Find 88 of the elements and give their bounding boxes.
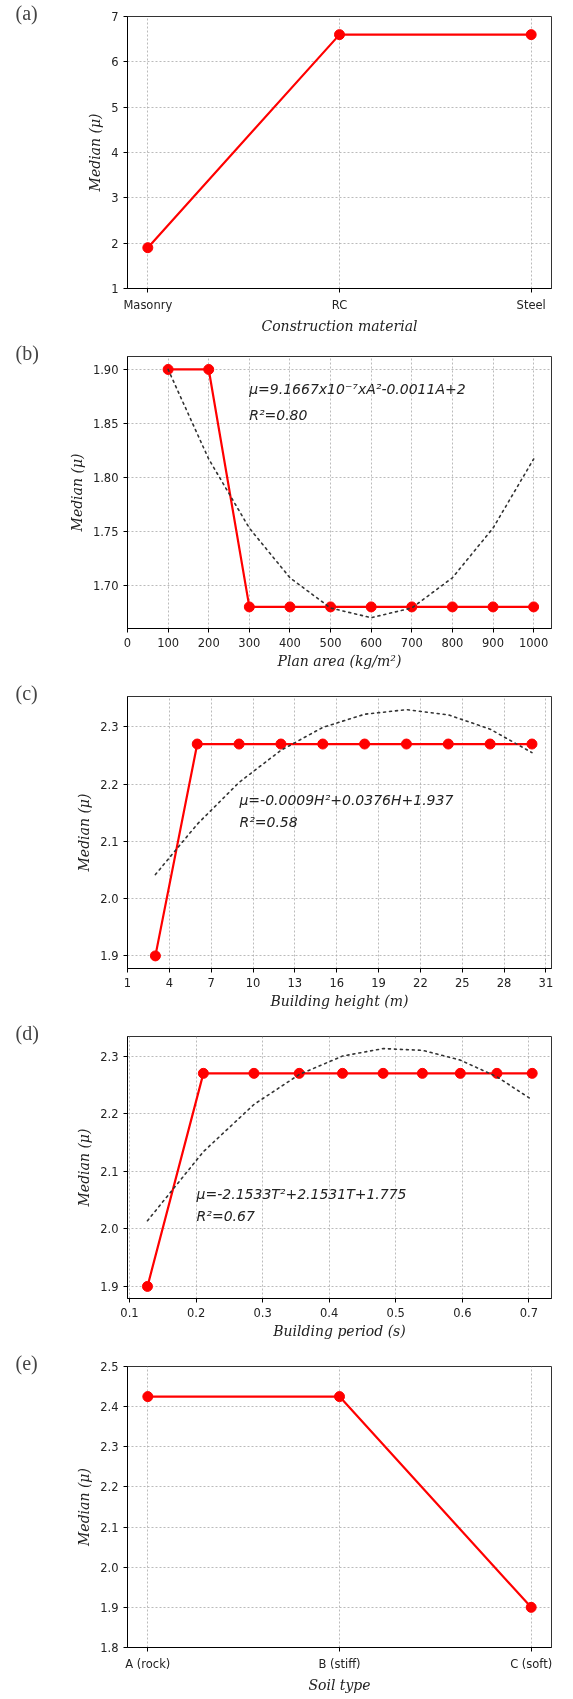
y-tick-label: 2.1 xyxy=(100,1520,119,1535)
x-tick-label: 1 xyxy=(123,975,132,990)
annotation: R²=0.80 xyxy=(249,407,308,424)
x-tick-label: Steel xyxy=(516,297,546,312)
y-tick-label: 2.0 xyxy=(100,1560,119,1575)
y-tick-label: 1.70 xyxy=(92,578,119,593)
x-tick-label: 800 xyxy=(441,635,464,650)
annotation: R²=0.58 xyxy=(239,814,298,831)
y-tick-label: 1.9 xyxy=(100,949,119,964)
x-tick-label: 0.5 xyxy=(386,1305,405,1320)
y-axis-title: Median (μ) xyxy=(76,1128,93,1208)
y-tick-label: 2.4 xyxy=(100,1400,119,1415)
y-tick-label: 2.2 xyxy=(100,777,119,792)
y-tick-label: 2.2 xyxy=(100,1480,119,1495)
y-tick-label: 1.8 xyxy=(100,1641,119,1655)
y-tick-label: 2.0 xyxy=(100,1222,119,1237)
y-tick-label: 1 xyxy=(111,282,119,296)
x-axis-title: Building period (s) xyxy=(272,1322,406,1339)
x-tick-label: 100 xyxy=(157,635,180,650)
y-axis-title: Median (μ) xyxy=(76,793,93,873)
y-tick-label: 2.1 xyxy=(100,834,119,849)
y-tick-label: 5 xyxy=(111,100,119,115)
x-tick-label: 7 xyxy=(207,975,215,990)
annotation: μ=9.1667x10⁻⁷xA²-0.0011A+2 xyxy=(248,381,466,398)
y-tick-label: 4 xyxy=(111,146,119,160)
annotation: R²=0.67 xyxy=(196,1207,255,1224)
x-tick-label: 600 xyxy=(360,635,383,650)
chart-title: (a) xyxy=(15,1,38,25)
x-tick-label: C (soft) xyxy=(510,1656,553,1671)
x-tick-label: 13 xyxy=(287,975,303,990)
x-tick-label: 900 xyxy=(482,635,504,650)
x-tick-label: 1000 xyxy=(519,635,549,650)
x-axis-title: Building height (m) xyxy=(269,992,409,1009)
y-tick-label: 2.2 xyxy=(100,1107,119,1122)
chart-title: (c) xyxy=(15,681,38,705)
x-axis-title: Construction material xyxy=(261,317,418,334)
y-tick-label: 7 xyxy=(111,10,119,24)
annotation: μ=-0.0009H²+0.0376H+1.937 xyxy=(238,791,454,808)
y-tick-label: 1.80 xyxy=(92,470,119,485)
x-tick-label: 200 xyxy=(197,635,220,650)
y-tick-label: 2.1 xyxy=(100,1164,119,1179)
y-tick-label: 2.0 xyxy=(100,892,119,907)
x-tick-label: 400 xyxy=(278,635,301,650)
x-tick-label: 19 xyxy=(371,975,386,990)
y-tick-label: 6 xyxy=(111,55,119,70)
y-axis-title: Median (μ) xyxy=(68,453,85,533)
x-tick-label: 500 xyxy=(319,635,342,650)
x-tick-label: 31 xyxy=(538,975,554,990)
x-tick-label: 300 xyxy=(238,635,261,650)
x-tick-label: 0.2 xyxy=(186,1305,206,1320)
y-tick-label: 1.9 xyxy=(100,1600,119,1615)
y-tick-label: 2 xyxy=(111,236,119,251)
x-tick-label: 0.1 xyxy=(120,1305,139,1320)
x-tick-label: 0 xyxy=(123,635,132,650)
annotation: μ=-2.1533T²+2.1531T+1.775 xyxy=(195,1185,407,1202)
y-tick-label: 1.75 xyxy=(92,524,119,539)
y-axis-title: Median (μ) xyxy=(87,113,104,193)
x-tick-label: 0.6 xyxy=(453,1305,472,1320)
y-tick-label: 2.3 xyxy=(100,720,119,735)
x-tick-label: 16 xyxy=(329,975,345,990)
x-tick-label: RC xyxy=(331,297,348,312)
x-tick-label: 700 xyxy=(400,635,423,650)
y-tick-label: 2.3 xyxy=(100,1049,119,1064)
x-tick-label: 22 xyxy=(413,975,428,990)
line-series xyxy=(154,708,533,876)
x-tick-label: 25 xyxy=(454,975,470,990)
x-tick-label: 10 xyxy=(245,975,261,990)
x-tick-label: 0.7 xyxy=(519,1305,539,1320)
chart-title: (d) xyxy=(15,1021,39,1045)
x-tick-label: 0.3 xyxy=(253,1305,272,1320)
y-tick-label: 3 xyxy=(111,191,119,206)
y-tick-label: 1.90 xyxy=(92,362,119,377)
x-tick-label: 4 xyxy=(165,975,174,990)
x-axis-title: Plan area (kg/m²) xyxy=(276,652,402,669)
x-tick-label: A (rock) xyxy=(125,1656,171,1671)
y-tick-label: 1.9 xyxy=(100,1279,119,1294)
x-tick-label: 28 xyxy=(496,975,512,990)
x-tick-label: 0.4 xyxy=(320,1305,339,1320)
x-tick-label: B (stiff) xyxy=(318,1656,361,1671)
y-tick-label: 2.5 xyxy=(100,1360,119,1374)
chart-title: (b) xyxy=(15,341,39,365)
x-axis-title: Soil type xyxy=(308,1676,371,1693)
chart-title: (e) xyxy=(15,1351,38,1375)
y-tick-label: 1.85 xyxy=(92,416,119,431)
y-axis-title: Median (μ) xyxy=(76,1468,93,1547)
line-series xyxy=(146,1047,533,1222)
x-tick-label: Masonry xyxy=(123,297,173,312)
y-tick-label: 2.3 xyxy=(100,1440,119,1455)
